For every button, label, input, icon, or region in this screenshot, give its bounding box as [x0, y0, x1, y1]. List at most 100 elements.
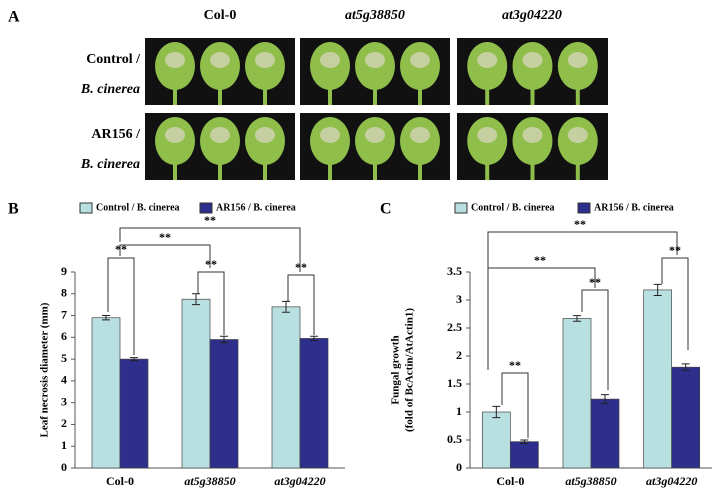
y-tick-label: 2.5 [447, 320, 462, 334]
petiole [373, 88, 377, 105]
bar [671, 366, 701, 469]
photos [145, 38, 608, 180]
significance-label: ** [115, 242, 127, 256]
significance-label: ** [295, 260, 307, 274]
y-tick-label: 0 [456, 460, 462, 474]
lesion [365, 52, 385, 68]
legend-swatch [577, 202, 591, 214]
y-tick-label: 4 [61, 373, 67, 387]
petiole [418, 163, 422, 180]
y-tick-label: 8 [61, 286, 67, 300]
y-tick-label: 0 [61, 460, 67, 474]
petiole [485, 163, 490, 180]
petiole [328, 163, 332, 180]
x-tick-label: Col-0 [106, 474, 134, 488]
bar [643, 289, 673, 469]
error-bar [520, 439, 529, 444]
petiole [575, 88, 580, 105]
petiole [173, 163, 177, 180]
petiole [218, 163, 222, 180]
lesion [210, 127, 230, 143]
error-bar [681, 363, 690, 372]
row-label: B. cinerea [80, 82, 140, 97]
panel-letter: A [8, 9, 20, 26]
significance-label: ** [534, 253, 546, 267]
lesion [410, 127, 430, 143]
petiole [575, 163, 580, 180]
petiole [173, 88, 177, 105]
lesion [320, 127, 340, 143]
y-tick-label: 7 [61, 307, 67, 321]
lesion [210, 52, 230, 68]
lesion [320, 52, 340, 68]
error-bar [130, 357, 138, 362]
lesion [365, 127, 385, 143]
lesion [165, 127, 185, 143]
petiole [530, 163, 535, 180]
lesion [410, 52, 430, 68]
significance-label: ** [574, 217, 586, 231]
y-tick-label: 3.5 [447, 264, 462, 278]
bar [299, 338, 329, 469]
error-bar [310, 335, 318, 342]
petiole [263, 163, 267, 180]
legend-label: Control / B. cinerea [96, 202, 180, 213]
y-tick-label: 3 [61, 394, 67, 408]
x-tick-label: at3g04220 [646, 474, 697, 488]
y-axis-label: (fold of BcActin/AtActin1) [404, 308, 416, 432]
error-bar [492, 405, 501, 419]
column-label: Col-0 [204, 8, 237, 23]
lesion [522, 127, 543, 143]
petiole [218, 88, 222, 105]
error-bar [282, 300, 290, 313]
petiole [373, 163, 377, 180]
legend-swatch [79, 202, 93, 214]
significance-label: ** [204, 213, 216, 227]
legend-swatch [199, 202, 213, 214]
y-axis-label: Fungal growth [390, 335, 402, 404]
bar [481, 411, 511, 469]
legend-label: AR156 / B. cinerea [216, 202, 296, 213]
legend-label: Control / B. cinerea [471, 202, 555, 213]
significance-label: ** [669, 243, 681, 257]
x-tick-label: Col-0 [496, 474, 524, 488]
error-bar [653, 283, 662, 297]
panel-letter: C [380, 201, 392, 218]
bar [590, 398, 620, 469]
y-tick-label: 5 [61, 351, 67, 365]
y-tick-label: 6 [61, 329, 67, 343]
column-label: at3g04220 [502, 8, 562, 23]
lesion [522, 52, 543, 68]
petiole [263, 88, 267, 105]
lesion [567, 52, 588, 68]
lesion [477, 52, 498, 68]
row-label: B. cinerea [80, 157, 140, 172]
bar [209, 339, 239, 469]
significance-label: ** [159, 230, 171, 244]
row-label: AR156 / [91, 127, 141, 142]
y-tick-label: 0.5 [447, 432, 462, 446]
lesion [567, 127, 588, 143]
column-label: at5g38850 [345, 8, 405, 23]
lesion [255, 127, 275, 143]
error-bar [102, 315, 110, 321]
y-tick-label: 1 [61, 438, 67, 452]
error-bar [220, 335, 228, 344]
bar [119, 358, 149, 469]
error-bar [573, 315, 581, 322]
bar [181, 298, 211, 469]
row-label: Control / [86, 52, 141, 67]
petiole [530, 88, 535, 105]
error-bar [601, 394, 609, 405]
y-tick-label: 2 [61, 416, 67, 430]
lesion [477, 127, 498, 143]
lesion [165, 52, 185, 68]
x-tick-label: at5g38850 [184, 474, 235, 488]
bar [91, 317, 121, 469]
significance-label: ** [509, 358, 521, 372]
legend-label: AR156 / B. cinerea [594, 202, 674, 213]
significance-label: ** [589, 275, 601, 289]
petiole [418, 88, 422, 105]
bar [562, 318, 592, 469]
